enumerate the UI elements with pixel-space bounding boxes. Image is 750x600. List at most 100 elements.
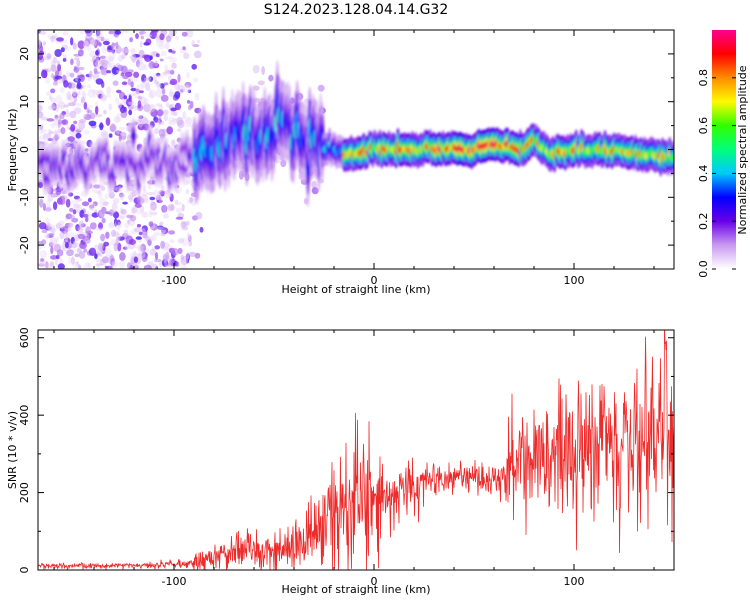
noise-blob <box>141 225 148 233</box>
noise-blob <box>129 192 135 197</box>
noise-blob <box>161 87 166 95</box>
noise-blob <box>186 250 190 260</box>
noise-blob <box>88 202 96 211</box>
noise-blob <box>67 136 75 142</box>
noise-blob <box>117 242 122 252</box>
noise-blob <box>79 242 87 249</box>
noise-blob <box>58 220 65 226</box>
noise-blob <box>158 128 165 137</box>
noise-blob <box>73 203 80 209</box>
noise-blob <box>149 248 157 256</box>
noise-blob <box>138 30 146 35</box>
noise-blob <box>163 109 169 115</box>
noise-blob <box>153 258 162 263</box>
noise-blob <box>45 91 52 97</box>
noise-blob <box>89 204 94 211</box>
noise-blob <box>68 256 72 265</box>
noise-blob <box>162 213 169 219</box>
noise-blob <box>125 243 131 250</box>
noise-blob <box>116 129 120 134</box>
noise-blob <box>143 64 148 71</box>
noise-blob <box>123 46 129 56</box>
noise-blob <box>117 236 125 241</box>
noise-blob <box>95 263 103 267</box>
noise-blob <box>109 50 117 60</box>
noise-blob <box>132 185 138 192</box>
noise-blob <box>73 195 80 200</box>
noise-blob <box>126 122 133 127</box>
noise-blob <box>78 220 84 228</box>
noise-blob <box>87 76 91 81</box>
snr-x-axis: -100 0 100 <box>53 330 655 588</box>
noise-blob <box>187 89 192 93</box>
noise-blob <box>52 56 58 64</box>
noise-blob <box>55 95 63 104</box>
noise-blob <box>130 229 137 235</box>
noise-blob <box>159 221 164 226</box>
noise-blob <box>115 186 123 193</box>
noise-blob <box>110 258 115 267</box>
noise-blob <box>130 81 134 88</box>
y-tick-label: 200 <box>18 482 31 503</box>
noise-blob <box>76 208 80 214</box>
noise-blob <box>49 130 54 135</box>
noise-blob <box>84 30 92 34</box>
noise-blob <box>165 41 170 50</box>
ridge-blob <box>671 153 674 161</box>
noise-blob <box>136 207 142 215</box>
noise-blob <box>62 39 68 44</box>
noise-blob <box>108 222 115 229</box>
noise-blob <box>150 175 156 180</box>
noise-blob <box>168 120 177 126</box>
noise-blob <box>192 215 198 221</box>
colorbar-ticks: 0.0 0.2 0.4 0.6 0.8 <box>697 69 736 278</box>
noise-blob <box>46 118 55 122</box>
noise-blob <box>59 87 65 94</box>
noise-blob <box>311 180 317 189</box>
noise-blob <box>145 38 152 46</box>
noise-blob <box>121 209 127 214</box>
noise-blob <box>188 105 192 111</box>
noise-blob <box>159 58 164 62</box>
noise-blob <box>139 96 147 105</box>
noise-blob <box>47 129 52 135</box>
noise-blob <box>72 209 77 215</box>
noise-blob <box>73 66 80 73</box>
noise-blob <box>98 93 103 99</box>
noise-blob <box>96 248 104 254</box>
noise-blob <box>160 50 167 57</box>
noise-blob <box>135 33 139 39</box>
noise-blob <box>149 89 157 98</box>
noise-blob <box>93 59 98 68</box>
noise-blob <box>177 238 185 244</box>
noise-blob <box>48 242 54 247</box>
noise-blob <box>142 81 150 89</box>
noise-blob <box>62 57 67 62</box>
noise-blob <box>158 190 165 196</box>
noise-blob <box>38 245 42 250</box>
noise-blob <box>128 92 136 97</box>
noise-blob <box>77 264 82 269</box>
noise-blob <box>76 72 83 76</box>
noise-blob <box>92 89 100 95</box>
noise-blob <box>64 111 71 118</box>
noise-blob <box>119 132 128 136</box>
noise-blob <box>138 119 144 128</box>
noise-blob <box>65 108 69 116</box>
noise-blob <box>165 70 171 74</box>
noise-blob <box>105 231 110 239</box>
noise-blob <box>55 236 60 243</box>
noise-blob <box>112 197 120 204</box>
snr-x-axis-label: Height of straight line (km) <box>281 583 430 596</box>
noise-blob <box>185 253 190 261</box>
noise-blob <box>131 254 135 259</box>
noise-blob <box>115 236 120 246</box>
noise-blob <box>136 84 144 90</box>
noise-blob <box>102 40 110 46</box>
noise-blob <box>75 132 82 139</box>
noise-blob <box>83 102 88 110</box>
noise-blob <box>174 199 179 205</box>
noise-blob <box>164 64 169 73</box>
x-tick-label: 0 <box>371 274 378 287</box>
noise-blob <box>108 210 117 214</box>
